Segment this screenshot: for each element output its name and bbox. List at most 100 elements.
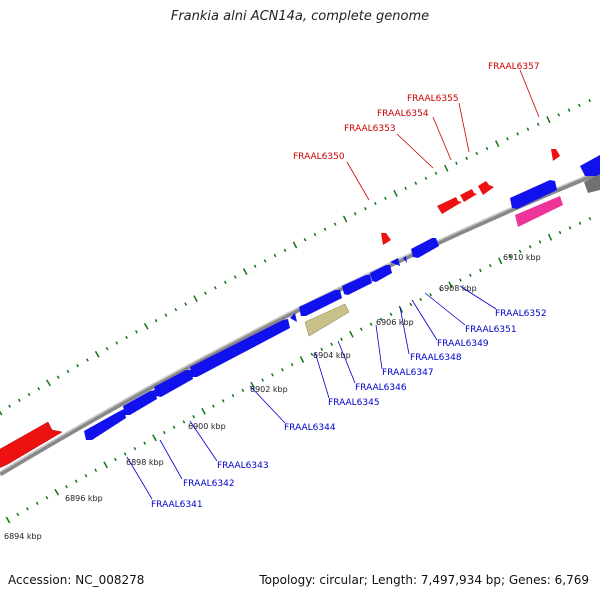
reverse-gene[interactable] bbox=[123, 390, 157, 415]
scale-tick bbox=[8, 404, 12, 408]
reverse-gene[interactable] bbox=[299, 290, 342, 316]
reverse-gene[interactable] bbox=[370, 265, 392, 282]
scale-tick bbox=[508, 254, 512, 258]
scale-tick bbox=[448, 281, 453, 289]
reverse-gene[interactable] bbox=[342, 275, 372, 295]
scale-tick bbox=[143, 322, 149, 330]
gene-label[interactable]: FRAAL6344 bbox=[284, 423, 336, 433]
scale-tick bbox=[76, 364, 80, 368]
pseudo-gene[interactable] bbox=[304, 303, 350, 337]
scale-tick bbox=[465, 156, 468, 161]
scale-tick bbox=[54, 488, 60, 496]
scale-tick bbox=[310, 352, 314, 357]
gene-label[interactable]: FRAAL6348 bbox=[410, 353, 462, 363]
scale-tick bbox=[37, 387, 41, 391]
scale-tick bbox=[363, 206, 367, 211]
scale-tick bbox=[459, 278, 462, 282]
scale-tick bbox=[16, 512, 20, 517]
forward-gene[interactable] bbox=[0, 421, 63, 470]
forward-gene[interactable] bbox=[478, 181, 494, 195]
rna-gene[interactable] bbox=[515, 196, 563, 227]
scale-tick bbox=[299, 356, 305, 363]
scale-tick bbox=[250, 381, 256, 389]
scale-tick bbox=[154, 319, 158, 323]
forward-gene[interactable] bbox=[437, 197, 462, 214]
other-feature[interactable] bbox=[584, 174, 600, 193]
gene-label[interactable]: FRAAL6346 bbox=[355, 383, 407, 393]
reverse-label-leaders bbox=[126, 285, 497, 500]
gene-label[interactable]: FRAAL6349 bbox=[437, 339, 489, 349]
scale-tick bbox=[292, 241, 298, 249]
scale-tick bbox=[182, 420, 186, 424]
gene-label[interactable]: FRAAL6341 bbox=[151, 500, 203, 510]
gene-label[interactable]: FRAAL6345 bbox=[328, 398, 380, 408]
scale-label: 6900 kbp bbox=[188, 422, 226, 431]
scale-label: 6904 kbp bbox=[313, 351, 351, 360]
scale-tick bbox=[342, 215, 348, 223]
scale-label: 6906 kbp bbox=[376, 318, 414, 327]
scale-tick bbox=[192, 414, 196, 419]
gene-label[interactable]: FRAAL6354 bbox=[377, 109, 429, 119]
scale-tick bbox=[204, 291, 207, 295]
reverse-gene[interactable] bbox=[390, 258, 400, 266]
reverse-gene[interactable] bbox=[580, 155, 600, 176]
scale-tick bbox=[526, 127, 530, 131]
scale-tick bbox=[528, 244, 532, 249]
scale-tick bbox=[424, 176, 428, 180]
scale-tick bbox=[174, 307, 178, 312]
reverse-gene[interactable] bbox=[510, 180, 557, 209]
scale-tick bbox=[303, 238, 307, 242]
scale-tick bbox=[558, 230, 562, 235]
scale-tick bbox=[404, 186, 407, 190]
tick-marks bbox=[0, 98, 592, 524]
scale-tick bbox=[498, 257, 503, 265]
gene-label[interactable]: FRAAL6342 bbox=[183, 479, 235, 489]
reverse-gene[interactable] bbox=[154, 370, 193, 397]
scale-tick bbox=[263, 259, 267, 263]
scale-tick bbox=[353, 212, 357, 216]
forward-gene[interactable] bbox=[460, 189, 477, 202]
scale-tick bbox=[201, 407, 206, 415]
scale-tick bbox=[115, 341, 119, 345]
gene-label[interactable]: FRAAL6347 bbox=[382, 368, 434, 378]
forward-gene[interactable] bbox=[551, 149, 560, 161]
gene-label[interactable]: FRAAL6343 bbox=[217, 461, 269, 471]
scale-tick bbox=[241, 388, 245, 393]
scale-tick bbox=[5, 516, 11, 524]
forward-genes bbox=[0, 149, 560, 470]
scale-tick bbox=[164, 313, 168, 317]
gene-label[interactable]: FRAAL6353 bbox=[344, 124, 396, 134]
reverse-gene[interactable] bbox=[411, 238, 439, 258]
scale-tick bbox=[547, 233, 553, 241]
scale-tick bbox=[56, 375, 60, 379]
scale-tick bbox=[389, 312, 393, 316]
forward-labels: FRAAL6350 FRAAL6353 FRAAL6354 FRAAL6355 … bbox=[293, 62, 540, 162]
scale-tick bbox=[419, 297, 423, 302]
gene-label[interactable]: FRAAL6351 bbox=[465, 325, 517, 335]
reverse-gene[interactable] bbox=[84, 409, 126, 440]
scale-tick bbox=[374, 201, 377, 206]
scale-tick bbox=[94, 350, 100, 358]
scale-tick bbox=[74, 479, 78, 483]
scale-tick bbox=[568, 226, 572, 230]
accession-text: Accession: NC_008278 bbox=[8, 573, 145, 587]
gene-label[interactable]: FRAAL6357 bbox=[488, 62, 540, 72]
gene-label[interactable]: FRAAL6355 bbox=[407, 94, 459, 104]
scale-tick bbox=[588, 216, 592, 221]
scale-tick bbox=[283, 248, 287, 252]
scale-tick bbox=[290, 362, 294, 367]
scale-tick bbox=[86, 358, 89, 362]
scale-tick bbox=[27, 392, 31, 397]
scale-tick bbox=[369, 322, 373, 326]
scale-tick bbox=[223, 280, 227, 285]
scale-labels: 6894 kbp 6896 kbp 6898 kbp 6900 kbp 6902… bbox=[4, 253, 541, 541]
reverse-gene[interactable] bbox=[403, 256, 407, 263]
forward-gene[interactable] bbox=[381, 233, 391, 245]
reverse-gene[interactable] bbox=[290, 313, 297, 322]
gene-label[interactable]: FRAAL6352 bbox=[495, 309, 547, 319]
scale-tick bbox=[84, 474, 88, 478]
scale-tick bbox=[143, 441, 147, 445]
reverse-gene[interactable] bbox=[190, 319, 290, 377]
gene-label[interactable]: FRAAL6350 bbox=[293, 152, 345, 162]
scale-tick bbox=[349, 330, 354, 338]
